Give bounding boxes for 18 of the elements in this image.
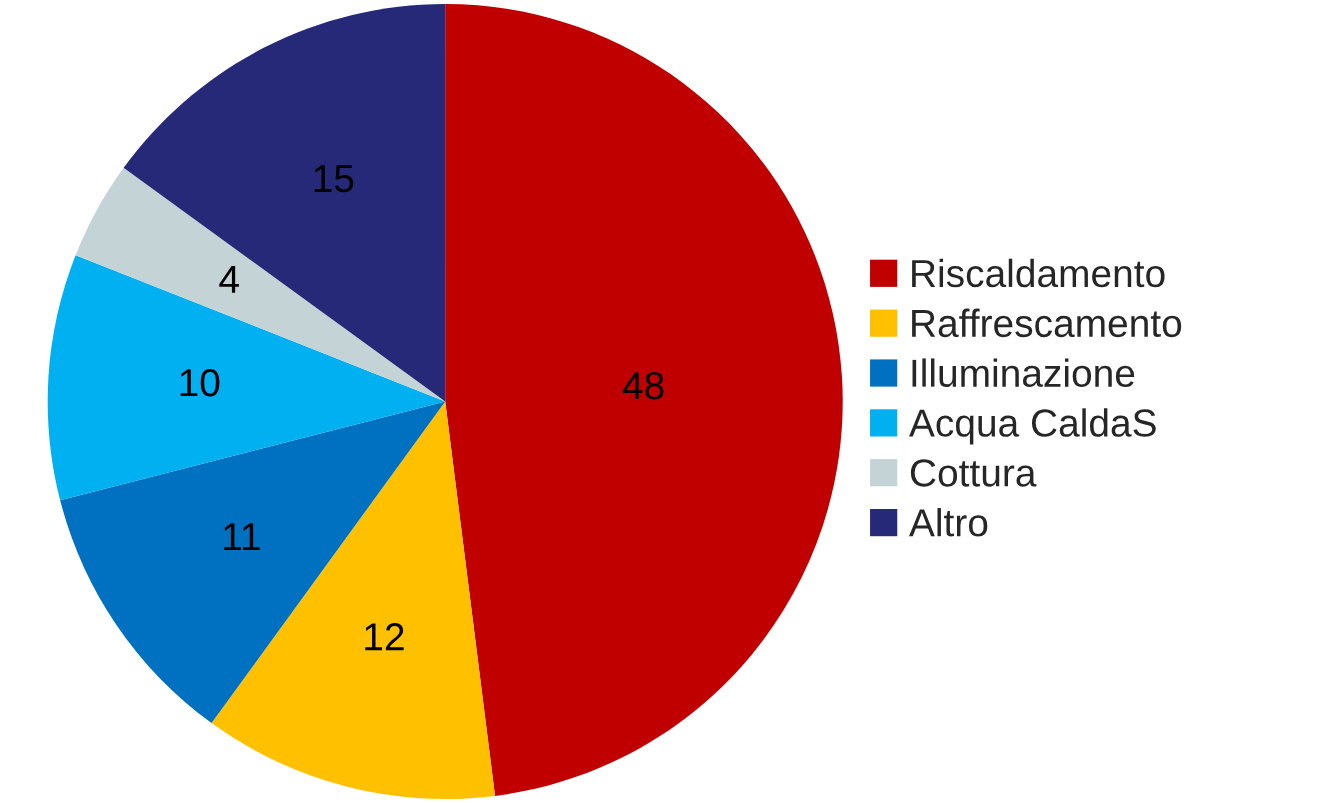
legend-label: Raffrescamento [912, 308, 1182, 338]
pie-slice [211, 401, 496, 800]
pie-slice [47, 255, 446, 501]
legend-label: Cottura [910, 459, 1037, 487]
data-label: 12 [365, 623, 404, 651]
pie-slice [60, 401, 446, 724]
pie-slice [123, 3, 446, 402]
legend-label: Altro [909, 508, 988, 537]
pie-slice [75, 167, 446, 402]
legend-label: Riscaldamento [912, 258, 1165, 288]
legend-label: Acqua CaldaS [909, 408, 1156, 445]
pie-slice [445, 3, 843, 796]
data-label: 4 [219, 266, 239, 293]
legend-label: Illuminazione [912, 358, 1135, 388]
data-label: 48 [622, 371, 664, 400]
data-label: 10 [180, 368, 220, 397]
data-label: 11 [224, 523, 260, 551]
data-label: 15 [314, 165, 354, 193]
